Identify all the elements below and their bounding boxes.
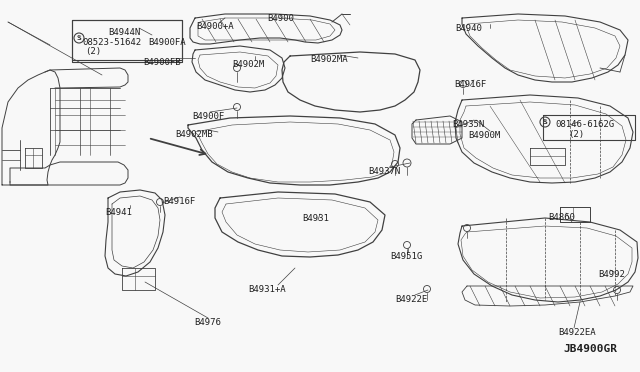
Text: B4900M: B4900M [468,131,500,140]
Text: B4931+A: B4931+A [248,285,285,294]
Text: B4902M: B4902M [232,60,264,69]
Text: S: S [77,35,81,41]
Text: (2): (2) [568,130,584,139]
Text: B4900FA: B4900FA [148,38,186,47]
Text: B4900FB: B4900FB [143,58,180,67]
Text: JB4900GR: JB4900GR [563,344,617,354]
Text: B4976: B4976 [194,318,221,327]
Text: B4941: B4941 [105,208,132,217]
Text: B4944N: B4944N [108,28,140,37]
Text: S: S [77,35,81,41]
Text: B4951G: B4951G [390,252,422,261]
Text: B4860: B4860 [548,213,575,222]
Text: B4937N: B4937N [368,167,400,176]
Text: 08146-6162G: 08146-6162G [555,120,614,129]
Text: B4931: B4931 [302,214,329,223]
Text: B4922E: B4922E [395,295,428,304]
Text: B4916F: B4916F [163,197,195,206]
Text: B4900: B4900 [267,14,294,23]
Text: 08523-51642: 08523-51642 [82,38,141,47]
Text: B4900+A: B4900+A [196,22,234,31]
Text: B4902MB: B4902MB [175,130,212,139]
Text: B4902MA: B4902MA [310,55,348,64]
Text: B4900F: B4900F [192,112,224,121]
Text: B4940: B4940 [455,24,482,33]
Text: B4922EA: B4922EA [558,328,596,337]
Text: B4992: B4992 [598,270,625,279]
Text: S: S [543,119,547,125]
Text: (2): (2) [85,47,101,56]
Text: S: S [543,119,547,125]
Text: B4916F: B4916F [454,80,486,89]
Text: B4935N: B4935N [452,120,484,129]
